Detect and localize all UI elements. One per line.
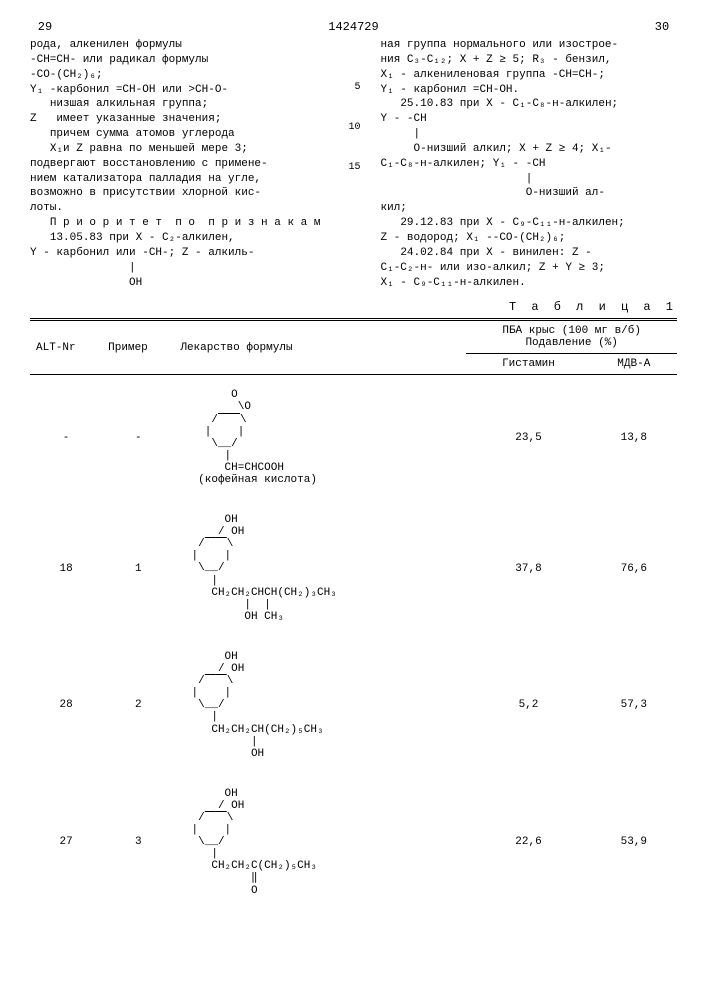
column-header-histamine: Гистамин: [466, 354, 590, 375]
cell-example: -: [102, 375, 174, 500]
document-number: 1424729: [60, 20, 647, 34]
column-header-alt: ALT-Nr: [30, 320, 102, 375]
cell-alt: 28: [30, 637, 102, 774]
table-row: 28 2 OH / OH /⎺⎺\ | | \__/ | CH₂CH₂CH(CH…: [30, 637, 677, 774]
cell-mdv: 57,3: [591, 637, 677, 774]
cell-mdv: 13,8: [591, 375, 677, 500]
table-row: 18 1 OH / OH /⎺⎺\ | | \__/ | CH₂CH₂CHCH(…: [30, 500, 677, 637]
line-numbers: 5 10 15: [347, 38, 361, 290]
cell-histamine: 5,2: [466, 637, 590, 774]
cell-alt: 18: [30, 500, 102, 637]
cell-mdv: 53,9: [591, 774, 677, 911]
line-number: 5: [347, 68, 361, 108]
body-text-columns: рода, алкенилен формулы -СН=СН- или ради…: [30, 38, 677, 290]
cell-alt: -: [30, 375, 102, 500]
page-number-left: 29: [30, 20, 60, 34]
column-header-pba: ПБА крыс (100 мг в/б) Подавление (%): [466, 320, 677, 354]
column-header-mdv: МДВ-А: [591, 354, 677, 375]
column-header-drug: Лекарство формулы: [174, 320, 466, 375]
body-text-right: ная группа нормального или изострое- ния…: [381, 38, 678, 290]
table-row: - - O \O /⎺⎺\ | | \__/ | CH=CHCOOH (кофе…: [30, 375, 677, 500]
cell-formula: OH / OH /⎺⎺\ | | \__/ | CH₂CH₂C(CH₂)₅CH₃…: [174, 774, 466, 911]
cell-example: 1: [102, 500, 174, 637]
cell-example: 3: [102, 774, 174, 911]
table-title: Т а б л и ц а 1: [30, 300, 677, 314]
body-text-left: рода, алкенилен формулы -СН=СН- или ради…: [30, 38, 327, 290]
page-number-right: 30: [647, 20, 677, 34]
cell-formula: O \O /⎺⎺\ | | \__/ | CH=CHCOOH (кофейная…: [174, 375, 466, 500]
data-table: ALT-Nr Пример Лекарство формулы ПБА крыс…: [30, 318, 677, 910]
cell-histamine: 22,6: [466, 774, 590, 911]
cell-formula: OH / OH /⎺⎺\ | | \__/ | CH₂CH₂CHCH(CH₂)₃…: [174, 500, 466, 637]
cell-mdv: 76,6: [591, 500, 677, 637]
line-number: 15: [347, 148, 361, 188]
column-header-example: Пример: [102, 320, 174, 375]
table-body: - - O \O /⎺⎺\ | | \__/ | CH=CHCOOH (кофе…: [30, 375, 677, 911]
page-header: 29 1424729 30: [30, 20, 677, 34]
line-number: 10: [347, 108, 361, 148]
cell-histamine: 23,5: [466, 375, 590, 500]
cell-alt: 27: [30, 774, 102, 911]
cell-example: 2: [102, 637, 174, 774]
table-row: 27 3 OH / OH /⎺⎺\ | | \__/ | CH₂CH₂C(CH₂…: [30, 774, 677, 911]
cell-histamine: 37,8: [466, 500, 590, 637]
cell-formula: OH / OH /⎺⎺\ | | \__/ | CH₂CH₂CH(CH₂)₅CH…: [174, 637, 466, 774]
